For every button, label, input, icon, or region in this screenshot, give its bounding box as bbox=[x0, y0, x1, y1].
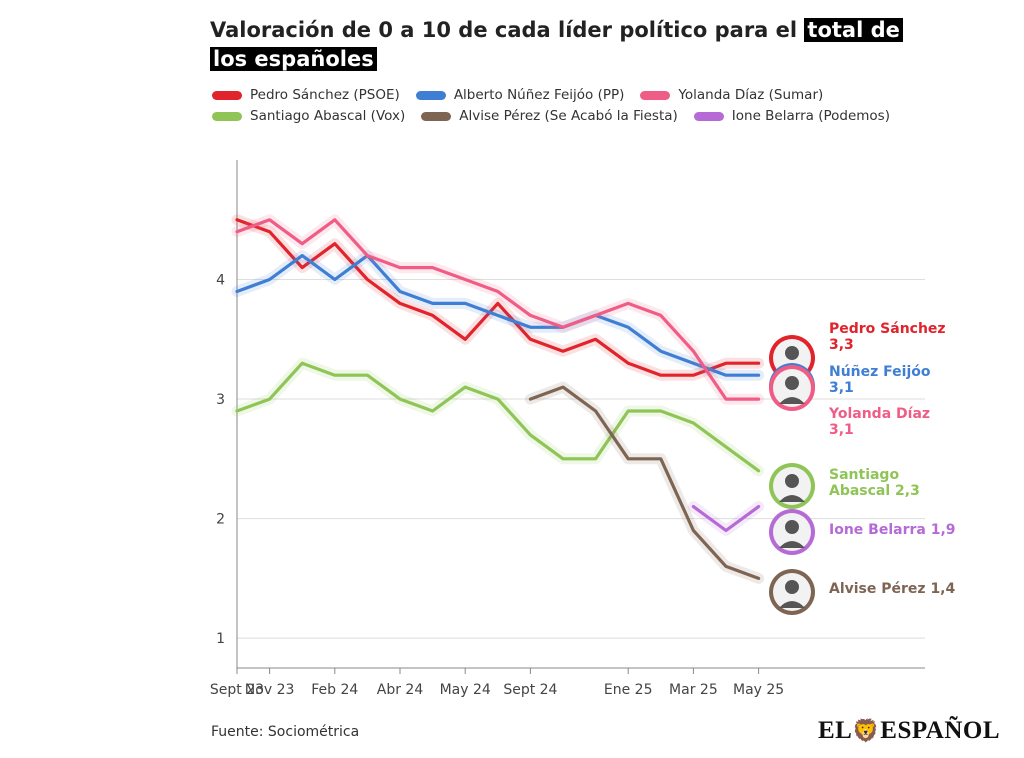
end-label-value: 3,3 bbox=[829, 337, 854, 353]
avatar-shoulders bbox=[779, 601, 805, 608]
legend-swatch bbox=[415, 90, 446, 100]
y-tick-label: 4 bbox=[216, 273, 225, 289]
chart-title: Valoración de 0 a 10 de cada líder polít… bbox=[210, 16, 910, 74]
end-label: Yolanda Díaz 3,1 bbox=[828, 406, 930, 438]
end-label-name: Pedro Sánchez bbox=[829, 321, 946, 337]
x-tick-label: Sept 23 bbox=[210, 682, 264, 698]
x-tick-label: Mar 25 bbox=[669, 682, 718, 698]
legend-label: Yolanda Díaz (Sumar) bbox=[678, 87, 824, 103]
legend-item: Yolanda Díaz (Sumar) bbox=[640, 87, 823, 103]
legend-swatch bbox=[212, 90, 242, 100]
legend-item: Pedro Sánchez (PSOE) bbox=[212, 87, 400, 103]
avatar-head bbox=[785, 520, 799, 534]
legend-label: Pedro Sánchez (PSOE) bbox=[250, 87, 400, 103]
legend-item: Alberto Núñez Feijóo (PP) bbox=[415, 87, 625, 103]
chart-title-text: Valoración de 0 a 10 de cada líder polít… bbox=[210, 18, 805, 42]
avatar-head bbox=[785, 376, 799, 390]
y-tick-label: 1 bbox=[216, 631, 225, 647]
x-tick-label: Abr 24 bbox=[377, 682, 424, 698]
legend-label: Santiago Abascal (Vox) bbox=[250, 108, 406, 124]
avatar-head bbox=[785, 580, 799, 594]
avatar-shoulders bbox=[779, 541, 805, 548]
series-line bbox=[528, 385, 761, 581]
avatar-head bbox=[785, 474, 799, 488]
end-label: Santiago Abascal 2,3 bbox=[829, 467, 920, 499]
end-label-name: Núñez Feijóo bbox=[829, 364, 931, 380]
avatar-shoulders bbox=[779, 495, 805, 502]
legend-swatch bbox=[640, 90, 671, 100]
el-espanol-logo: EL🦁ESPAÑOL bbox=[818, 717, 1000, 745]
series-line bbox=[235, 254, 761, 377]
source-note: Fuente: Sociométrica bbox=[211, 724, 360, 740]
end-label-name: Yolanda Díaz bbox=[828, 406, 930, 422]
series-line bbox=[235, 218, 761, 377]
lion-icon: 🦁 bbox=[852, 718, 881, 743]
avatar-head bbox=[785, 346, 799, 360]
end-label-name: Santiago bbox=[829, 467, 899, 483]
legend-label: Alvise Pérez (Se Acabó la Fiesta) bbox=[459, 108, 678, 124]
end-label: Alvise Pérez 1,4 bbox=[829, 581, 955, 597]
y-tick-label: 2 bbox=[216, 512, 225, 528]
legend-swatch bbox=[693, 111, 724, 121]
series-line bbox=[691, 505, 761, 533]
end-label: Núñez Feijóo 3,1 bbox=[829, 364, 931, 396]
end-label-value: 3,1 bbox=[829, 422, 854, 438]
avatar-shoulders bbox=[779, 397, 805, 404]
logo-text-right: ESPAÑOL bbox=[880, 717, 1000, 744]
legend-label: Ione Belarra (Podemos) bbox=[731, 108, 890, 124]
x-tick-label: Sept 24 bbox=[503, 682, 557, 698]
legend-item: Alvise Pérez (Se Acabó la Fiesta) bbox=[421, 108, 678, 124]
end-label: Pedro Sánchez 3,3 bbox=[829, 321, 946, 353]
x-tick-label: May 25 bbox=[733, 682, 784, 698]
legend-label: Alberto Núñez Feijóo (PP) bbox=[453, 87, 625, 103]
x-tick-label: Nov 23 bbox=[245, 682, 295, 698]
series-line bbox=[235, 361, 761, 473]
chart-legend: Pedro Sánchez (PSOE) Alberto Núñez Feijóo… bbox=[212, 87, 932, 124]
x-tick-label: May 24 bbox=[440, 682, 491, 698]
legend-swatch bbox=[212, 111, 242, 121]
y-tick-label: 3 bbox=[216, 392, 225, 408]
end-label: Ione Belarra 1,9 bbox=[829, 522, 956, 538]
x-tick-label: Feb 24 bbox=[311, 682, 358, 698]
legend-item: Santiago Abascal (Vox) bbox=[212, 108, 405, 124]
end-label-name: Abascal 2,3 bbox=[829, 483, 920, 499]
x-tick-label: Ene 25 bbox=[604, 682, 653, 698]
series-line bbox=[235, 218, 761, 401]
legend-swatch bbox=[421, 111, 452, 121]
end-label-value: 3,1 bbox=[829, 380, 854, 396]
logo-text-left: EL bbox=[818, 717, 853, 744]
legend-item: Ione Belarra (Podemos) bbox=[693, 108, 890, 124]
